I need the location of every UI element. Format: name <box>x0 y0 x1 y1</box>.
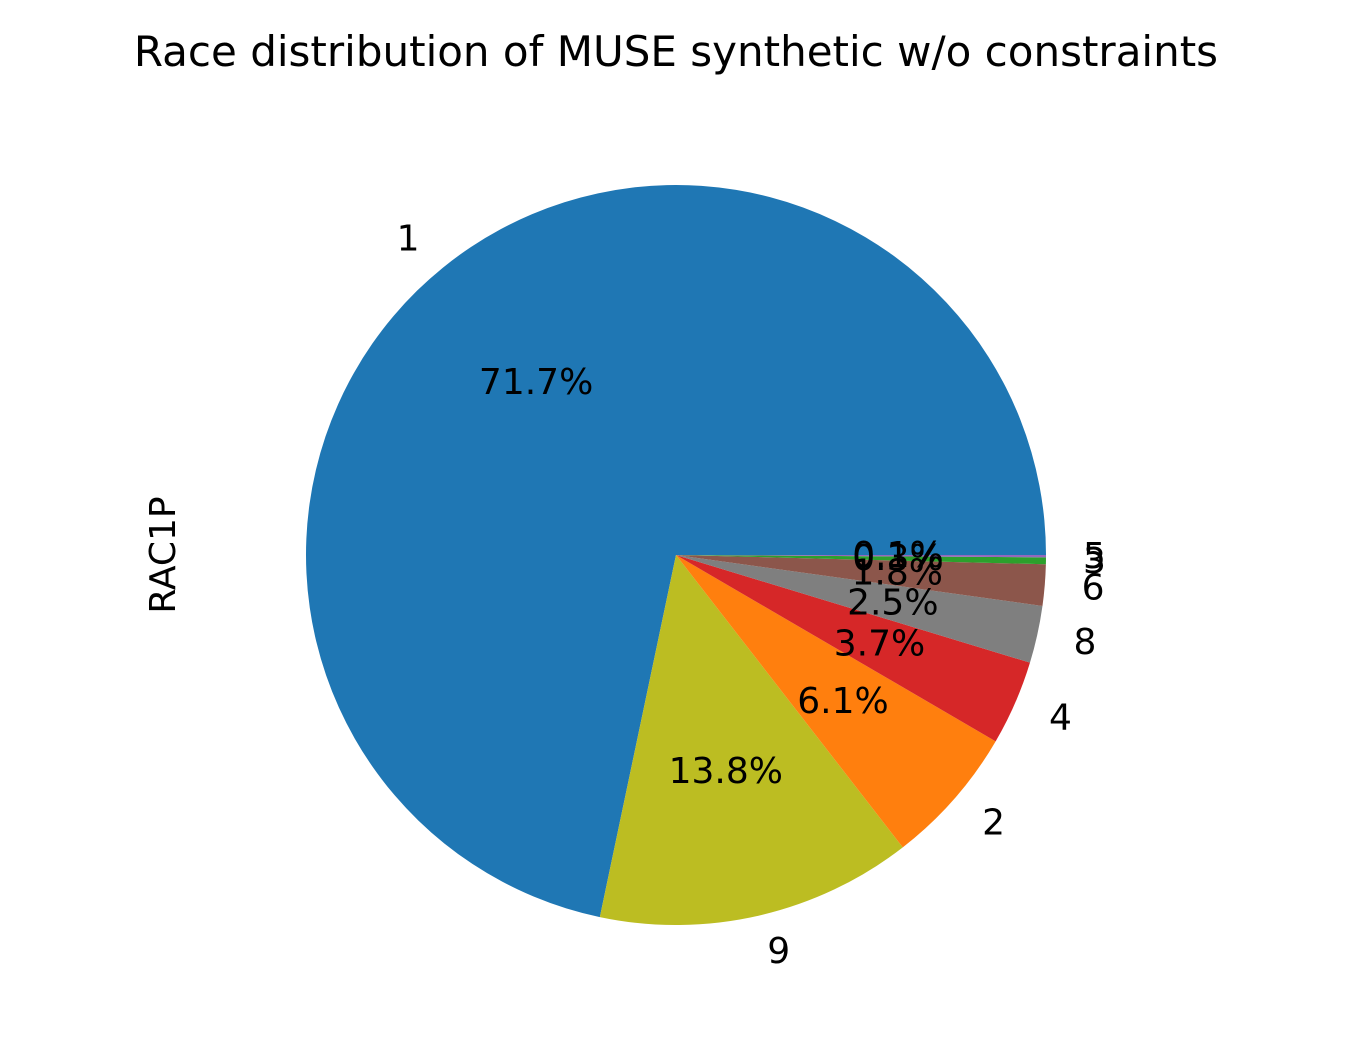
slice-percent-4: 3.7% <box>834 623 925 664</box>
pie-slices <box>306 184 1047 925</box>
slice-percent-2: 6.1% <box>797 681 888 722</box>
pie-slice-3 <box>676 555 1046 565</box>
slice-percent-5: 0.1% <box>852 535 943 576</box>
slice-label-9: 9 <box>767 931 790 972</box>
pie-slice-2 <box>676 555 996 848</box>
slice-label-5: 5 <box>1083 536 1106 577</box>
slice-percent-9: 13.8% <box>669 751 783 792</box>
slice-label-8: 8 <box>1073 622 1096 663</box>
pie-slice-5 <box>676 555 1046 558</box>
slice-percent-1: 71.7% <box>479 362 593 403</box>
pie-slice-9 <box>599 555 903 925</box>
slice-percent-3: 0.3% <box>852 538 943 579</box>
slice-percent-6: 1.8% <box>852 553 943 594</box>
slice-label-2: 2 <box>982 803 1005 844</box>
slice-label-4: 4 <box>1049 697 1072 738</box>
pie-slice-4 <box>676 555 1030 742</box>
slice-label-1: 1 <box>397 218 420 259</box>
category-labels: 1 9 2 48 635 <box>397 218 1106 972</box>
slice-label-6: 6 <box>1082 568 1105 609</box>
pie-slice-8 <box>676 555 1043 663</box>
percent-labels: 71.7% 13.8% 6.1% 3.7%2.5%1.8%0.3%0.1% <box>479 362 944 792</box>
y-axis-label: RAC1P <box>143 496 184 613</box>
slice-label-3: 3 <box>1083 541 1106 582</box>
chart-title: Race distribution of MUSE synthetic w/o … <box>134 27 1218 76</box>
slice-percent-8: 2.5% <box>847 582 938 623</box>
pie-slice-1 <box>306 184 1047 918</box>
pie-slice-6 <box>676 555 1046 606</box>
